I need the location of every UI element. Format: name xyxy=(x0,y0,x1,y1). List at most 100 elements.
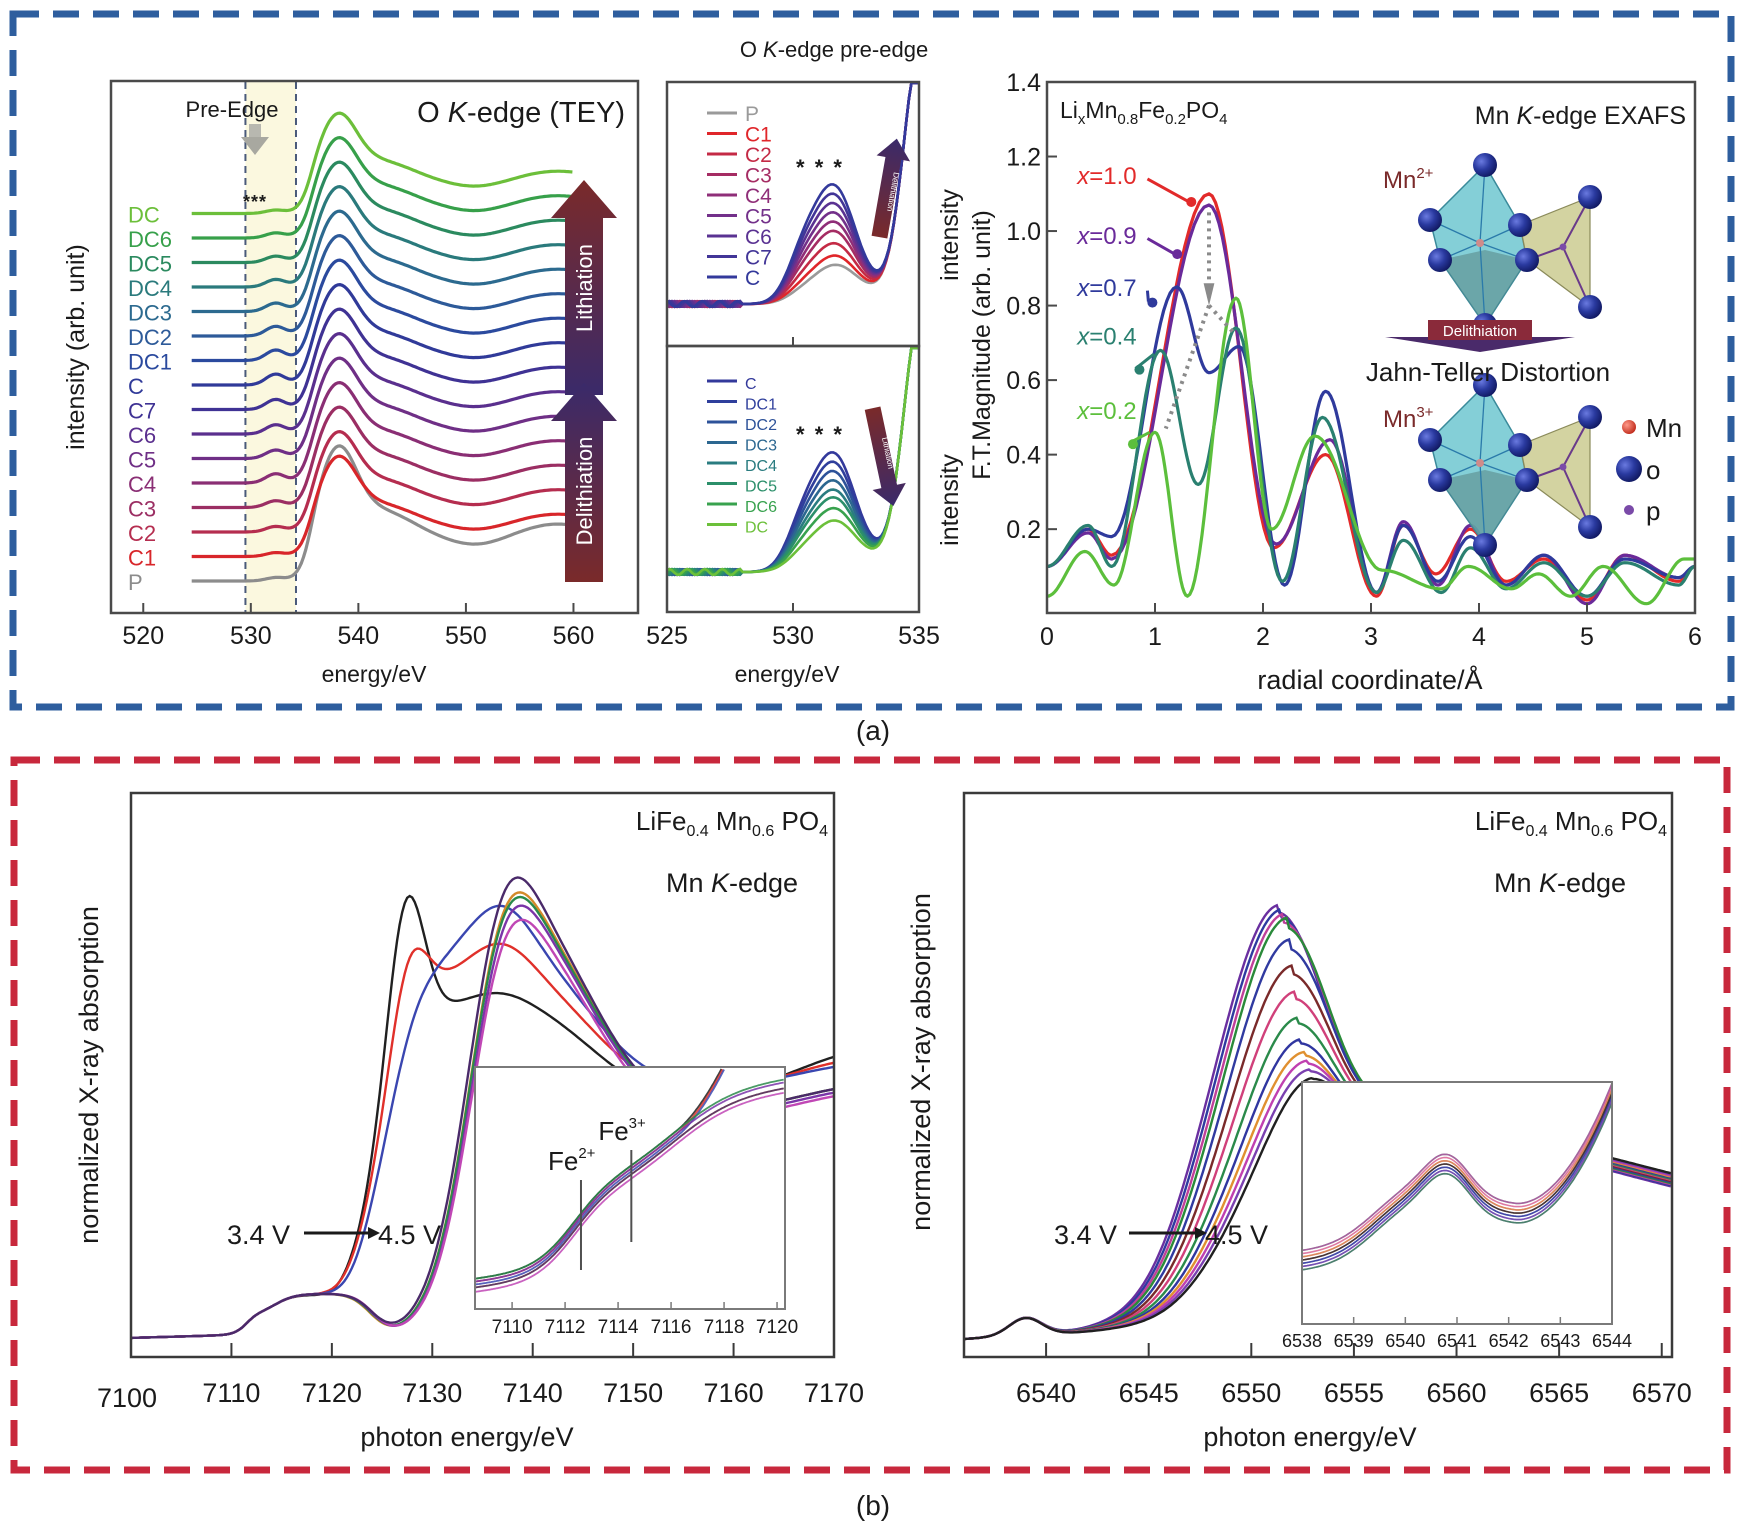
stars-top: * * * xyxy=(796,155,844,180)
delithiation-structure-arrow: Delithiation xyxy=(1385,320,1575,352)
legend-label-o: o xyxy=(1646,455,1660,485)
y-tick-label: 0.2 xyxy=(1006,516,1041,544)
x-tick-label: 6555 xyxy=(1324,1378,1384,1408)
inset-series-line xyxy=(474,1069,725,1286)
chart-title: Mn K-edge xyxy=(666,868,798,898)
y-tick-label: 1.2 xyxy=(1006,144,1041,172)
o-atom xyxy=(1508,433,1532,457)
y-axis-title: F.T.Magnitude (arb. unit) xyxy=(968,210,996,480)
pre-edge-band xyxy=(245,82,296,612)
x-tick-label: 530 xyxy=(772,622,814,650)
x-tick-label: 560 xyxy=(553,622,595,650)
plot-frame xyxy=(1045,80,1697,615)
x-tick-label: 6560 xyxy=(1426,1378,1486,1408)
series-label-p: P xyxy=(128,570,143,595)
series-line-p xyxy=(191,444,573,583)
series-label-c4: C4 xyxy=(128,472,156,497)
compound-label: LixMn0.8Fe0.2PO4 xyxy=(1060,97,1228,128)
x-axis-title: energy/eV xyxy=(322,661,428,687)
mn3-octahedron-structure xyxy=(1418,373,1602,557)
delithiation-arrow: Delithiation xyxy=(551,383,617,582)
x-tick-label: 4 xyxy=(1472,623,1486,651)
series-pointer-arrow-head-icon xyxy=(1186,196,1197,207)
inset-series-line xyxy=(474,1078,784,1280)
stars-bottom: * * * xyxy=(796,422,844,447)
o-atom xyxy=(1473,153,1497,177)
mn-kedge-exafs-chart: x=1.0 x=0.9 x=0.7 x=0.4 x=0.2 0 1 2 3 4 5 6 0.2 0.4 0… xyxy=(968,69,1702,695)
series-pointer-arrow xyxy=(1146,177,1189,203)
o-atom xyxy=(1578,185,1602,209)
o-atom xyxy=(1428,248,1452,272)
lithiation-label: Lithiation xyxy=(572,244,597,332)
inset-series-line xyxy=(1301,1086,1613,1255)
mn-atom xyxy=(1476,459,1484,467)
compound-label: LiFe0.4 Mn0.6 PO4 xyxy=(636,806,828,840)
x-tick-label: 3 xyxy=(1364,623,1378,651)
pre-edge-stars: *** xyxy=(243,192,267,212)
series-line-dc xyxy=(666,346,919,577)
mn-preedge-inset: 6538 6539 6540 6541 6542 6543 6544 xyxy=(1282,1081,1632,1351)
series-label-dc6: DC6 xyxy=(128,227,172,252)
o-atom xyxy=(1578,515,1602,539)
legend-label-c1: C1 xyxy=(745,124,772,147)
trend-arrow-head-icon xyxy=(1203,283,1215,306)
series-line-c1 xyxy=(191,454,573,559)
series-label-c1: C1 xyxy=(128,546,156,571)
series-label-x=0.2: x=0.2 xyxy=(1076,398,1136,425)
legend-label-c4: C4 xyxy=(745,185,772,208)
mn-kedge-xanes-left-chart: 7100 7110 7120 7130 7140 7150 7160 7170 LiFe0.4… xyxy=(74,791,864,1452)
legend-label-mn: Mn xyxy=(1646,413,1682,443)
series-label-x=0.7: x=0.7 xyxy=(1076,275,1136,302)
inset-x-tick-label: 7120 xyxy=(756,1317,798,1338)
legend-label-c3: C3 xyxy=(745,165,772,188)
x-tick-label: 7100 xyxy=(97,1383,157,1413)
inset-series-line xyxy=(1301,1092,1613,1261)
inset-x-tick-label: 7118 xyxy=(704,1317,745,1338)
inset-series-line xyxy=(474,1091,784,1293)
legend-label-dc4: DC4 xyxy=(745,458,777,475)
legend-label-p: P xyxy=(745,103,759,126)
series-pointer-arrow-head-icon xyxy=(1147,297,1158,308)
bond-line xyxy=(1479,384,1486,464)
voltage-start-label: 3.4 V xyxy=(227,1220,290,1250)
y-axis-title: intensity (arb. unit) xyxy=(62,244,90,450)
p-atom xyxy=(1559,463,1567,471)
trend-dotted-line xyxy=(1163,304,1211,430)
inset-x-tick-label: 7114 xyxy=(598,1317,639,1338)
delithiation-label: Delithiation xyxy=(572,437,597,546)
series-label-dc3: DC3 xyxy=(128,301,172,326)
inset-x-tick-label: 6541 xyxy=(1437,1331,1477,1351)
x-tick-label: 7140 xyxy=(503,1378,563,1408)
inset-series-line xyxy=(1301,1099,1613,1268)
series-line-c5 xyxy=(191,356,573,461)
plot-frame xyxy=(962,791,1674,1359)
series-label-dc2: DC2 xyxy=(128,325,172,350)
legend-label-c7: C7 xyxy=(745,247,772,270)
x-tick-label: 7170 xyxy=(804,1378,864,1408)
legend-label-c5: C5 xyxy=(745,206,772,229)
y-axis-title-bottom: intensity xyxy=(936,454,964,546)
x-tick-label: 535 xyxy=(898,622,940,650)
mn-atom xyxy=(1476,239,1484,247)
series-pointer-arrow-head-icon xyxy=(1172,249,1183,260)
series-line-x=0.4 xyxy=(1046,326,1696,598)
plot-frame xyxy=(109,79,640,615)
y-axis-title-top: intensity xyxy=(936,189,964,281)
x-tick-label: 7160 xyxy=(704,1378,764,1408)
octahedron-shadow-face xyxy=(1440,250,1527,325)
y-tick-label: 1.4 xyxy=(1006,69,1041,97)
series-pointer-arrow xyxy=(1146,237,1174,255)
series-label-x=0.9: x=0.9 xyxy=(1076,223,1136,250)
x-tick-label: 6570 xyxy=(1632,1378,1692,1408)
series-label-c3: C3 xyxy=(128,497,156,522)
plot-frame xyxy=(129,791,836,1359)
delithiation-structure-label: Delithiation xyxy=(1443,323,1517,340)
series-label-x=1.0: x=1.0 xyxy=(1076,163,1136,190)
inset-x-tick-label: 6539 xyxy=(1334,1331,1374,1351)
legend-label-dc2: DC2 xyxy=(745,417,777,434)
inset-x-tick-label: 6544 xyxy=(1592,1331,1632,1351)
mn2-label: Mn2+ xyxy=(1383,165,1434,194)
